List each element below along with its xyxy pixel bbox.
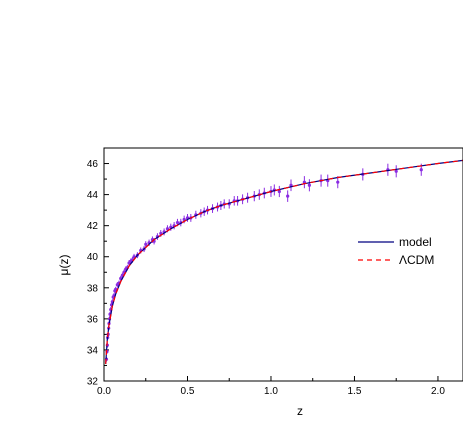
- lcdm-curve: [105, 159, 463, 364]
- tick-labels: 0.0 0.5 1.0 1.5 2.0 32 34 36 38 40 42 44 46: [87, 159, 445, 397]
- x-tick-label: 0.0: [97, 386, 111, 397]
- y-tick-label: 40: [87, 252, 99, 263]
- x-axis-label: z: [297, 404, 303, 418]
- plot-frame: [103, 147, 463, 382]
- y-tick-label: 34: [87, 345, 99, 356]
- data-point: [336, 180, 340, 184]
- axis-ticks: [103, 147, 439, 382]
- plot-area: [104, 159, 463, 364]
- legend-label-lcdm: ΛCDM: [399, 253, 434, 267]
- y-tick-label: 44: [87, 190, 99, 201]
- data-point: [307, 183, 311, 187]
- x-tick-label: 1.5: [348, 386, 362, 397]
- y-tick-label: 32: [87, 377, 99, 388]
- x-tick-label: 2.0: [431, 386, 445, 397]
- y-tick-label: 36: [87, 314, 99, 325]
- y-tick-label: 46: [87, 159, 99, 170]
- data-point: [394, 169, 398, 173]
- data-point: [114, 287, 118, 291]
- data-point: [277, 189, 281, 194]
- y-axis-label: μ(z): [57, 255, 71, 276]
- data-point: [175, 220, 180, 225]
- data-point: [419, 168, 423, 172]
- x-tick-label: 1.0: [264, 386, 278, 397]
- y-tick-label: 38: [87, 283, 99, 294]
- x-tick-label: 0.5: [181, 386, 195, 397]
- legend-label-model: model: [399, 235, 432, 249]
- y-tick-label: 42: [87, 221, 99, 232]
- data-point: [286, 194, 290, 198]
- legend: model ΛCDM: [358, 235, 434, 267]
- data-point: [144, 242, 148, 246]
- data-point: [165, 227, 170, 231]
